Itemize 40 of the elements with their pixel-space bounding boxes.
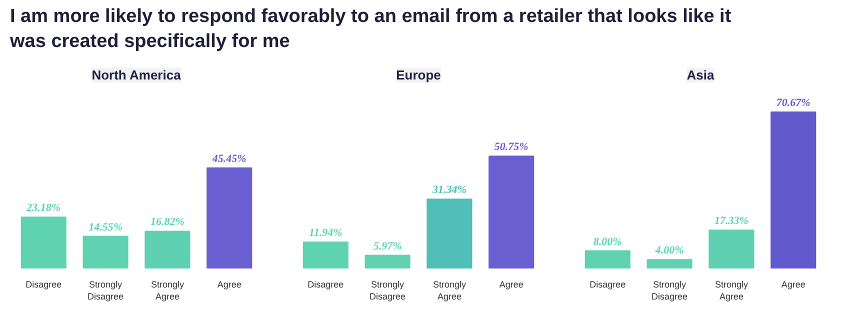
data-label: 17.33%: [714, 215, 748, 228]
text: I am more likely to respond favorably to an email from a retailer that looks like it was created specifically for me: [10, 5, 732, 54]
data-label: 50.75%: [494, 141, 528, 154]
x-tick-label: Agree: [499, 280, 524, 290]
x-tick-label: Strongly Agree: [150, 280, 184, 302]
data-label: 11.94%: [308, 227, 342, 240]
x-tick-label: Strongly Agree: [432, 280, 466, 302]
bar: [646, 260, 692, 269]
bar: [770, 112, 816, 269]
bar: [488, 156, 534, 269]
bar: [20, 217, 66, 269]
data-label: 16.82%: [150, 216, 184, 229]
x-tick-label: Strongly Disagree: [652, 280, 688, 302]
chart-title: Europe: [396, 68, 441, 83]
x-tick-label: Disagree: [590, 280, 626, 290]
data-label: 8.00%: [593, 236, 622, 248]
data-label: 31.34%: [431, 184, 466, 196]
x-tick-label: Strongly Disagree: [88, 280, 124, 302]
data-label: 23.18%: [26, 202, 61, 215]
data-label: 4.00%: [654, 245, 684, 258]
chart-title: North America: [92, 68, 182, 83]
bar: [82, 236, 128, 269]
x-tick-label: Strongly Disagree: [370, 280, 406, 302]
data-label: 14.55%: [88, 222, 123, 234]
data-label: 70.67%: [776, 97, 810, 110]
x-tick-label: Agree: [781, 280, 806, 290]
x-tick-label: Strongly Agree: [714, 280, 748, 302]
chart-title: Asia: [686, 68, 715, 83]
bar: [144, 231, 190, 269]
bar: [426, 198, 472, 269]
bar: [708, 230, 754, 269]
data-label: 5.97%: [373, 240, 402, 253]
bar: [302, 242, 348, 269]
bar: [584, 250, 630, 269]
bar: [206, 168, 252, 269]
data-label: 45.45%: [211, 153, 246, 166]
bar: [364, 255, 410, 269]
x-tick-label: Agree: [217, 280, 242, 290]
x-tick-label: Disagree: [26, 280, 62, 290]
x-tick-label: Disagree: [308, 280, 344, 290]
